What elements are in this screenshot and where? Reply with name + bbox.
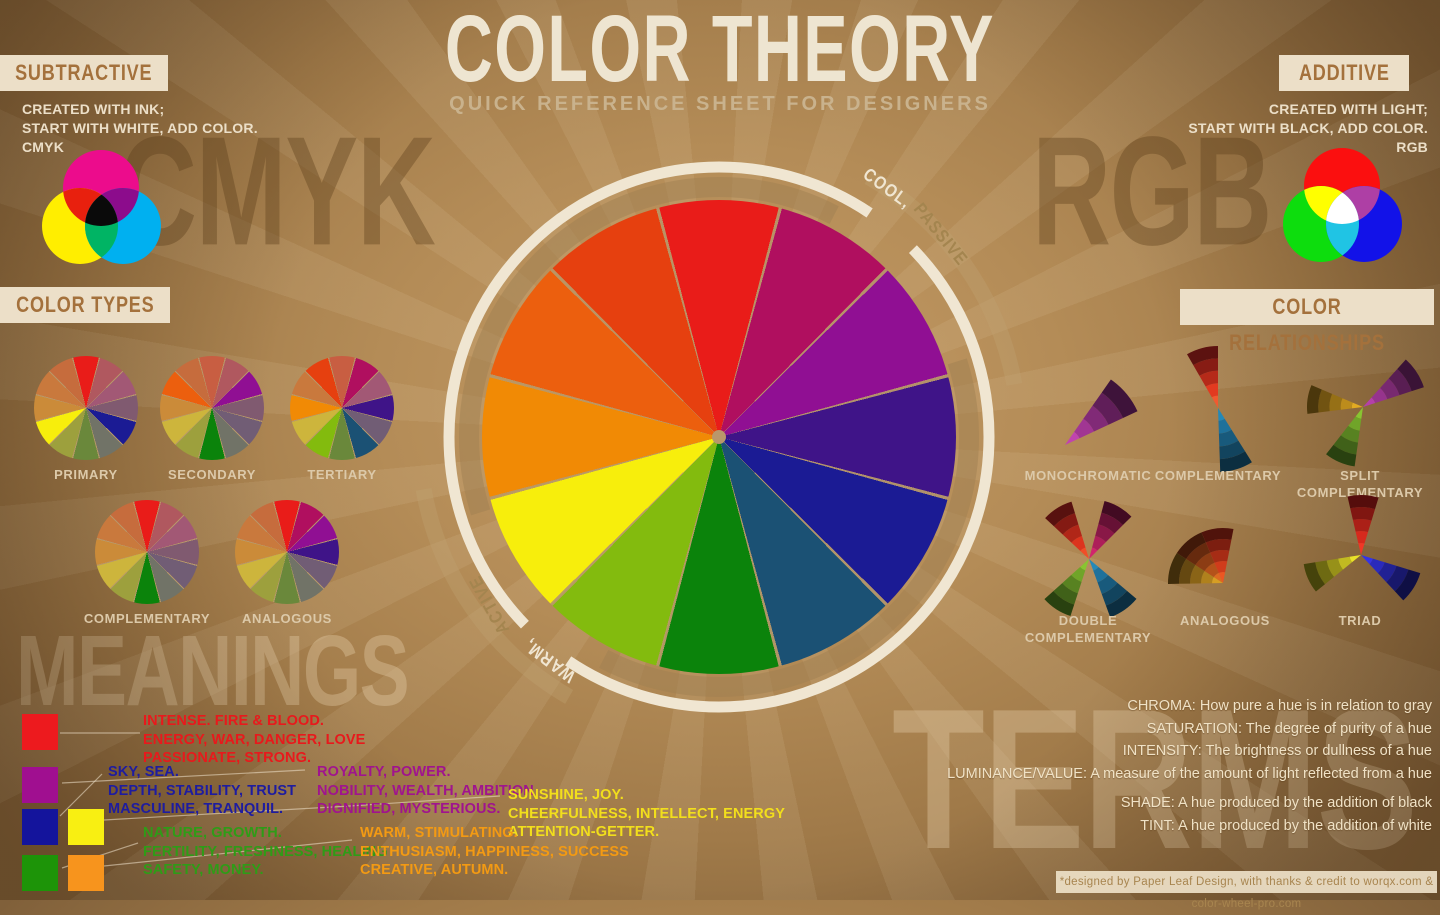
color-types-header: COLOR TYPES [0,287,170,323]
relationship-triad: TRIAD [1285,495,1435,629]
analogous-rel-label: ANALOGOUS [1180,613,1270,628]
wheel-rings [411,129,1027,745]
page-title-block: COLOR THEORY QUICK REFERENCE SHEET FOR D… [0,0,1440,116]
red-meaning-text: INTENSE. FIRE & BLOOD. ENERGY, WAR, DANGE… [143,713,366,766]
yellow-swatch [68,809,104,845]
blue-meaning-text: SKY, SEA. DEPTH, STABILITY, TRUST MASCULIN… [108,764,297,817]
page-subtitle: QUICK REFERENCE SHEET FOR DESIGNERS [449,93,991,116]
color-type-analogous: ANALOGOUS [212,500,362,627]
term-saturation: SATURATION: The degree of purity of a hu… [1146,720,1432,737]
blue-swatch [22,809,58,845]
additive-description: CREATED WITH LIGHT; START WITH BLACK, AD… [1188,101,1428,155]
double-complementary-diagram [1044,501,1137,618]
color-relationships-header: COLOR RELATIONSHIPS [1180,289,1434,355]
relationship-analogous: ANALOGOUS [1150,495,1300,629]
cmyk-venn-diagram [42,150,161,264]
term-chroma: CHROMA: How pure a hue is in relation to… [1127,698,1432,714]
triad-diagram [1303,495,1421,601]
tertiary-wheel [290,356,394,460]
analogous-label: ANALOGOUS [242,611,332,626]
term-luminance: LUMINANCE/VALUE: A measure of the amount… [947,765,1432,782]
complementary-wheel [95,500,199,604]
double-complementary-label: DOUBLE COMPLEMENTARY [1024,613,1152,645]
subtractive-header: SUBTRACTIVE [0,55,168,91]
split-complementary-diagram [1307,359,1424,467]
monochromatic-diagram [1065,379,1138,445]
monochromatic-label: MONOCHROMATIC [1024,468,1152,483]
complementary-rel-label: COMPLEMENTARY [1154,468,1282,483]
primary-wheel [34,356,138,460]
page-title: COLOR THEORY [444,0,996,102]
cmyk-watermark: CMYK [118,104,436,279]
meanings-watermark: MEANINGS [16,615,410,727]
yellow-meaning-text: SUNSHINE, JOY. CHEERFULNESS, INTELLECT, E… [508,787,786,840]
term-shade: SHADE: A hue produced by the addition of… [1120,795,1432,811]
term-tint: TINT: A hue produced by the addition of … [1140,817,1432,834]
color-type-tertiary: TERTIARY [277,356,407,483]
red-swatch [22,714,58,750]
terms-definitions: CHROMA: How pure a hue is in relation to… [947,695,1432,837]
green-meaning-text: NATURE, GROWTH. FERTILITY, FRESHNESS, HEA… [143,825,388,878]
terms-watermark: TERMS [892,668,1418,891]
purple-meaning-text: ROYALTY, POWER. NOBILITY, WEALTH, AMBITIO… [317,764,534,817]
rgb-venn-diagram [1283,148,1402,262]
complementary-label: COMPLEMENTARY [83,611,211,626]
rgb-watermark: RGB [1032,104,1272,279]
relationship-complementary: COMPLEMENTARY [1143,346,1293,484]
wheel-center-dot [712,430,726,444]
complementary-diagram [1187,346,1252,472]
secondary-wheel [160,356,264,460]
color-type-complementary: COMPLEMENTARY [72,500,222,627]
relationship-split-complementary: SPLIT COMPLEMENTARY [1285,350,1435,501]
color-type-secondary: SECONDARY [147,356,277,483]
analogous-wheel [235,500,339,604]
tertiary-label: TERTIARY [307,467,377,482]
relationship-double-complementary: DOUBLE COMPLEMENTARY [1013,495,1163,646]
orange-meaning-text: WARM, STIMULATING. ENTHUSIASM, HAPPINESS,… [360,825,629,878]
relationship-monochromatic: MONOCHROMATIC [1013,350,1163,484]
analogous-diagram [1168,527,1234,584]
green-swatch [22,855,58,891]
secondary-label: SECONDARY [168,467,256,482]
orange-swatch [68,855,104,891]
color-type-primary: PRIMARY [21,356,151,483]
additive-header: ADDITIVE [1279,55,1409,91]
primary-label: PRIMARY [54,467,118,482]
triad-label: TRIAD [1338,613,1382,628]
subtractive-description: CREATED WITH INK; START WITH WHITE, ADD … [22,101,258,155]
split-complementary-label: SPLIT COMPLEMENTARY [1296,468,1424,500]
term-intensity: INTENSITY: The brightness or dullness of… [1122,743,1432,759]
credit-bar: *designed by Paper Leaf Design, with tha… [1056,871,1437,910]
purple-swatch [22,767,58,803]
